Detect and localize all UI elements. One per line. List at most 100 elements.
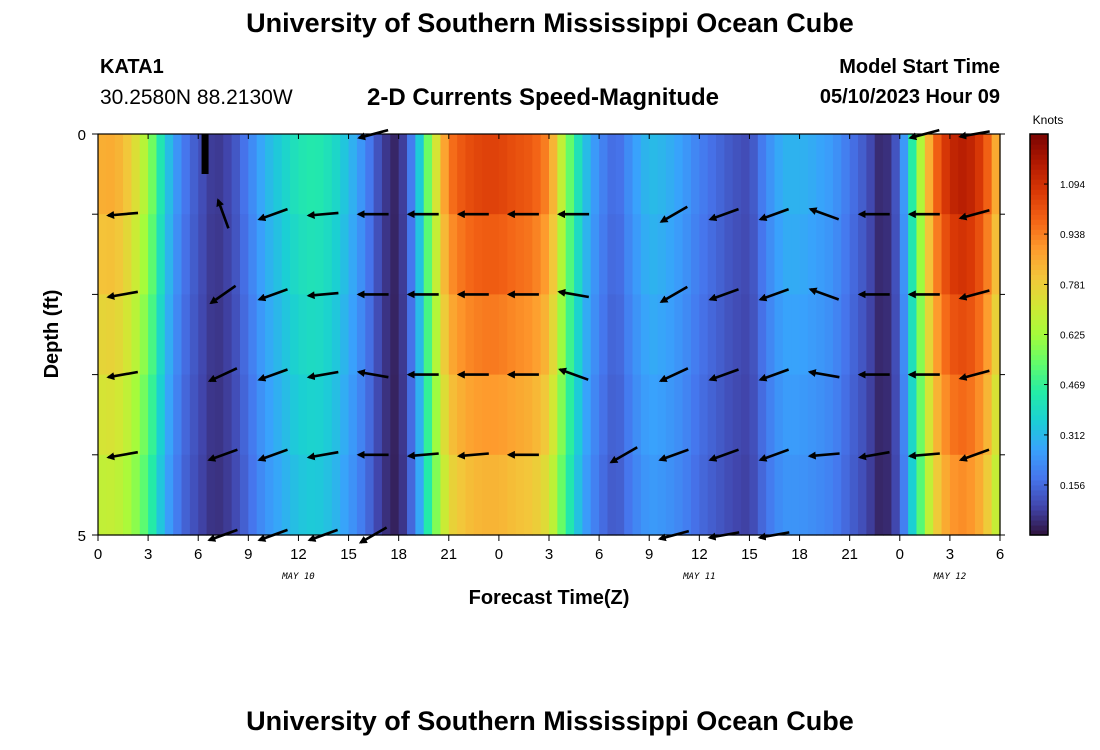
heatmap-cell (824, 214, 834, 295)
heatmap-cell (615, 454, 625, 536)
heatmap-cell (858, 214, 867, 295)
heatmap-cell (131, 454, 141, 536)
heatmap-cell (582, 374, 592, 456)
heatmap-cell (373, 214, 383, 295)
heatmap-cell (690, 454, 700, 536)
colorbar-segment (1030, 399, 1048, 406)
heatmap-cell (949, 454, 959, 536)
heatmap-cell (858, 454, 867, 536)
heatmap-cell (816, 454, 826, 536)
heatmap-cell (114, 214, 124, 295)
heatmap-cell (423, 454, 433, 536)
heatmap-cell (507, 214, 517, 295)
station-coordinates: 30.2580N 88.2130W (100, 86, 293, 109)
heatmap-cell (858, 134, 867, 215)
heatmap-cell (98, 374, 107, 456)
colorbar-segment (1030, 394, 1048, 401)
heatmap-cell (532, 374, 542, 456)
heatmap-cell (832, 214, 842, 295)
heatmap-cell (139, 134, 149, 215)
current-vector (658, 367, 689, 383)
date-label: MAY 12 (933, 572, 967, 582)
heatmap-cell (265, 454, 274, 536)
heatmap-cell (381, 454, 391, 536)
heatmap-cell (599, 134, 609, 215)
heatmap-cell (565, 454, 575, 536)
heatmap-cell (799, 214, 809, 295)
colorbar-segment (1030, 164, 1048, 170)
heatmap-cell (206, 294, 216, 376)
heatmap-cell (924, 134, 934, 215)
heatmap-cell (340, 374, 350, 456)
heatmap-cell (565, 134, 575, 215)
x-tick-label: 9 (244, 546, 252, 563)
heatmap-cell (991, 214, 1001, 295)
colorbar-segment (1030, 319, 1048, 326)
colorbar-segment (1030, 289, 1048, 295)
heatmap-cell (766, 294, 776, 376)
heatmap-cell (883, 374, 893, 456)
heatmap-cell (549, 214, 558, 295)
heatmap-cell (315, 374, 325, 456)
heatmap-cell (315, 214, 325, 295)
heatmap-cell (440, 374, 450, 456)
heatmap-cell (415, 214, 425, 295)
heatmap-cell (123, 294, 133, 376)
heatmap-cell (590, 454, 600, 536)
heatmap-cell (974, 294, 984, 376)
heatmap-cell (899, 374, 909, 456)
heatmap-cell (991, 294, 1001, 376)
heatmap-cell (206, 454, 216, 536)
x-tick-label: 18 (791, 546, 808, 563)
heatmap-cell (908, 134, 918, 215)
heatmap-cell (189, 214, 199, 295)
heatmap-cell (949, 294, 959, 376)
heatmap-cell (949, 134, 959, 215)
heatmap-cell (974, 374, 984, 456)
heatmap-cell (390, 214, 400, 295)
heatmap-cell (231, 454, 241, 536)
heatmap-cell (716, 454, 725, 536)
heatmap-cell (231, 134, 241, 215)
heatmap-cell (707, 134, 717, 215)
colorbar-segment (1030, 419, 1048, 426)
heatmap-cell (223, 134, 233, 215)
heatmap-cell (198, 374, 208, 456)
heatmap-cell (407, 374, 416, 456)
current-vector (958, 209, 990, 221)
heatmap-cell (891, 214, 901, 295)
heatmap-cell (206, 214, 216, 295)
heatmap-cell (674, 454, 684, 536)
current-vector (758, 288, 790, 302)
heatmap-cell (699, 134, 709, 215)
heatmap-cell (498, 454, 508, 536)
heatmap-cell (398, 374, 408, 456)
heatmap-cell (465, 454, 475, 536)
heatmap-cell (590, 374, 600, 456)
colorbar-segment (1030, 339, 1048, 346)
heatmap-cell (390, 294, 400, 376)
heatmap-cell (365, 134, 375, 215)
heatmap-cell (757, 134, 767, 215)
heatmap-cell (256, 374, 266, 456)
colorbar-segment (1030, 239, 1048, 245)
heatmap-cell (874, 214, 884, 295)
x-tick-label: 18 (390, 546, 407, 563)
heatmap-cell (465, 374, 475, 456)
heatmap-cell (373, 134, 383, 215)
heatmap-cell (523, 134, 533, 215)
colorbar-segment (1030, 314, 1048, 321)
current-vector (216, 198, 230, 229)
heatmap-cell (649, 294, 659, 376)
colorbar-segment (1030, 324, 1048, 331)
heatmap-cell (958, 454, 968, 536)
heatmap-cell (816, 374, 826, 456)
heatmap-cell (799, 134, 809, 215)
colorbar-segment (1030, 484, 1048, 491)
heatmap-cell (665, 374, 675, 456)
heatmap-cell (741, 374, 751, 456)
colorbar-segment (1030, 329, 1048, 336)
current-vector (708, 368, 739, 382)
heatmap-cell (507, 374, 517, 456)
heatmap-cell (682, 454, 692, 536)
